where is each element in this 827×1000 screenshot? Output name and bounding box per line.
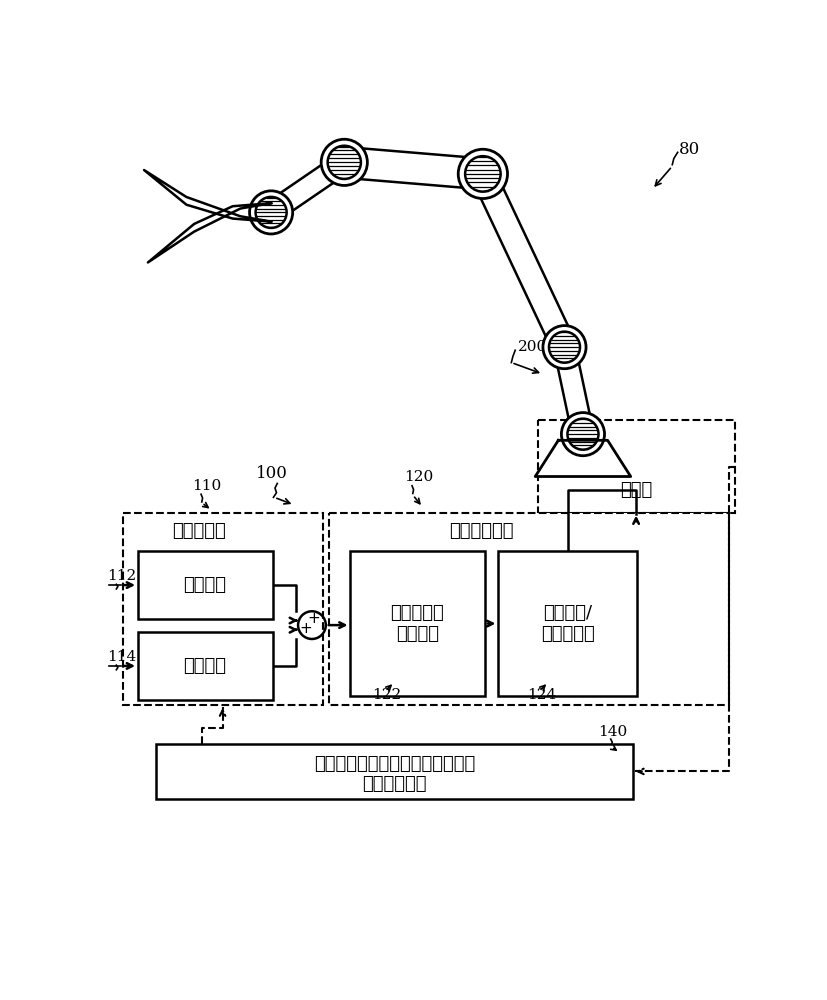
Bar	[138, 551, 272, 619]
Text: 100: 100	[256, 465, 287, 482]
Polygon shape	[342, 147, 484, 189]
Text: 机器人: 机器人	[619, 481, 652, 499]
Circle shape	[561, 413, 604, 456]
Text: 112: 112	[107, 569, 136, 583]
Bar	[538, 420, 734, 513]
Text: （实测参数）: （实测参数）	[361, 775, 426, 793]
Circle shape	[543, 326, 586, 369]
Text: 124: 124	[527, 688, 556, 702]
Bar	[122, 513, 323, 705]
Text: +: +	[299, 621, 312, 636]
Polygon shape	[471, 169, 575, 352]
Text: 参数处理器: 参数处理器	[171, 522, 225, 540]
Bar	[498, 551, 636, 696]
Polygon shape	[144, 170, 270, 222]
Circle shape	[457, 149, 507, 199]
Polygon shape	[553, 345, 593, 436]
Bar	[328, 513, 729, 705]
Bar	[155, 744, 633, 799]
Text: 机器人关节状态、速度、驱动力矩: 机器人关节状态、速度、驱动力矩	[313, 755, 475, 773]
Text: 驱动力矩/
力矩控制器: 驱动力矩/ 力矩控制器	[540, 604, 594, 643]
Bar	[350, 551, 485, 696]
Circle shape	[249, 191, 292, 234]
Polygon shape	[148, 203, 270, 262]
Text: 120: 120	[404, 470, 433, 484]
Circle shape	[321, 139, 367, 185]
Text: 预测误差: 预测误差	[183, 576, 226, 594]
Bar	[138, 632, 272, 700]
Text: 跟踪误差: 跟踪误差	[183, 657, 226, 675]
Text: 140: 140	[598, 725, 627, 739]
Polygon shape	[534, 440, 630, 477]
Text: 114: 114	[107, 650, 136, 664]
Text: 200: 200	[517, 340, 546, 354]
Text: 110: 110	[192, 479, 221, 493]
Polygon shape	[265, 153, 350, 221]
Text: 122: 122	[371, 688, 401, 702]
Text: 自适应控制器: 自适应控制器	[448, 522, 513, 540]
Text: 80: 80	[678, 141, 700, 158]
Text: 复合学习参
数更新律: 复合学习参 数更新律	[390, 604, 444, 643]
Text: +: +	[307, 611, 319, 626]
